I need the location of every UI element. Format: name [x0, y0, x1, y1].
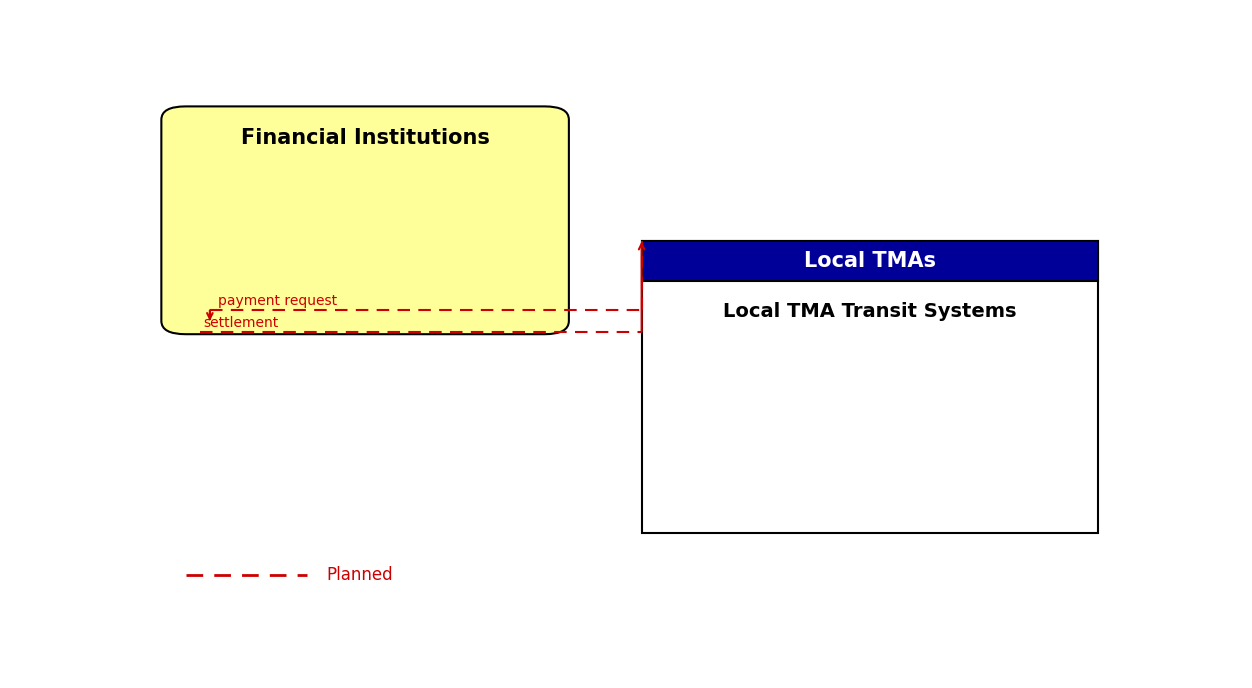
Text: Financial Institutions: Financial Institutions	[240, 127, 490, 148]
Text: Local TMAs: Local TMAs	[804, 251, 935, 271]
Text: settlement: settlement	[203, 316, 278, 330]
Text: Planned: Planned	[327, 566, 393, 584]
Bar	[641, 241, 1098, 281]
FancyBboxPatch shape	[162, 107, 568, 334]
Text: payment request: payment request	[218, 294, 337, 308]
Bar	[641, 241, 1098, 533]
Text: Local TMA Transit Systems: Local TMA Transit Systems	[722, 303, 1017, 321]
